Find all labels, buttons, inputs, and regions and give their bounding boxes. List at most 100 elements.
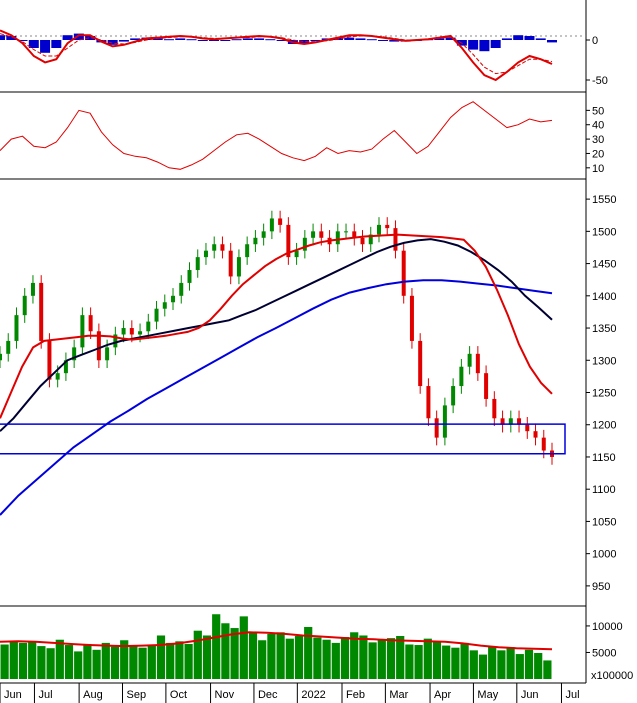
macd-histogram-bar — [389, 40, 400, 42]
candle-body — [508, 418, 513, 425]
macd-line — [0, 29, 553, 82]
candle-body — [0, 353, 2, 361]
candle-body — [525, 424, 530, 432]
price-y-tick-label: 1100 — [592, 484, 616, 496]
volume-bar — [0, 644, 9, 679]
volume-bar — [147, 644, 156, 679]
candle-body — [6, 340, 11, 354]
candle-body — [179, 282, 184, 296]
volume-bar — [506, 647, 515, 679]
macd-histogram-bar — [51, 40, 62, 48]
price-y-tick-label: 1300 — [592, 355, 616, 367]
volume-bar — [46, 648, 55, 679]
volume-bar — [74, 651, 83, 679]
x-tick-label: Dec — [258, 689, 278, 701]
volume-bar — [129, 646, 138, 679]
candle-body — [220, 244, 225, 251]
rsi-line — [0, 101, 553, 170]
x-tick-label: May — [477, 689, 498, 701]
macd-histogram-bar — [242, 38, 253, 40]
volume-bar — [497, 650, 506, 679]
candle-body — [105, 347, 110, 361]
candle-body — [269, 218, 274, 232]
x-tick-label: 2022 — [301, 689, 325, 701]
candle-body — [154, 308, 159, 322]
x-tick-label: Sep — [127, 689, 147, 701]
macd-panel — [0, 29, 557, 82]
candle-body — [401, 250, 406, 296]
macd-histogram-bar — [276, 40, 287, 41]
volume-bar — [304, 626, 313, 679]
candle-body — [335, 231, 340, 245]
volume-bar — [239, 616, 248, 679]
candle-body — [319, 231, 324, 238]
candle-body — [14, 315, 19, 341]
x-tick-label: Apr — [434, 689, 451, 701]
x-tick-label: Jul — [38, 689, 52, 701]
volume-bar — [166, 642, 175, 679]
moving-average-mid — [0, 238, 553, 432]
candle-body — [294, 250, 299, 258]
volume-bar — [313, 637, 322, 679]
macd-histogram-bar — [535, 38, 546, 40]
candle-body — [47, 340, 52, 380]
volume-bar — [386, 638, 396, 679]
volume-bar — [377, 639, 386, 679]
rsi-y-tick-label: 10 — [592, 163, 604, 175]
rsi-y-tick-label: 20 — [592, 148, 604, 160]
volume-bar — [451, 647, 460, 679]
candle-body — [113, 334, 118, 348]
volume-bar — [64, 645, 74, 679]
x-axis: Jun Jul Aug Sep Oct Nov Dec 2022 Feb Mar Apr May Jun… — [0, 683, 580, 703]
volume-bar — [340, 637, 350, 679]
candle-body — [80, 315, 85, 348]
volume-bar — [460, 642, 469, 679]
support-range-box — [0, 423, 566, 455]
volume-bar — [331, 642, 340, 679]
volume-bar — [110, 646, 120, 679]
volume-bar — [83, 643, 92, 679]
macd-histogram-bar — [254, 38, 265, 40]
price-y-tick-label: 1500 — [592, 226, 616, 238]
volume-bar — [138, 647, 147, 679]
macd-histogram-bar — [524, 36, 535, 40]
volume-y-tick-label: 5000 — [592, 647, 616, 659]
candle-body — [344, 231, 349, 233]
volume-bar — [488, 646, 497, 679]
macd-histogram-bar — [130, 38, 141, 40]
volume-bar — [350, 632, 359, 679]
volume-bar — [396, 636, 405, 679]
volume-bar — [414, 645, 423, 679]
candle-body — [484, 373, 489, 399]
price-y-tick-label: 950 — [592, 581, 610, 593]
candle-body — [376, 224, 381, 235]
candle-body — [302, 237, 307, 251]
x-tick-label: Jun — [521, 689, 539, 701]
x-tick-label: Nov — [215, 689, 235, 701]
x-tick-label: Mar — [389, 689, 408, 701]
volume-bar — [543, 660, 552, 679]
rsi-panel — [0, 101, 553, 170]
volume-panel — [0, 614, 553, 679]
macd-histogram-bar — [265, 39, 276, 41]
price-y-tick-label: 1550 — [592, 194, 616, 206]
volume-bar — [432, 641, 442, 679]
volume-bar — [37, 646, 46, 679]
volume-bar — [193, 630, 202, 679]
volume-bar — [276, 632, 285, 679]
macd-histogram-bar — [62, 35, 73, 40]
volume-bar — [322, 639, 331, 679]
volume-bar — [120, 640, 129, 679]
volume-bar — [534, 652, 543, 679]
price-y-tick-label: 1050 — [592, 516, 616, 528]
volume-bar — [212, 614, 221, 679]
macd-histogram-bar — [6, 36, 17, 40]
candle-body — [22, 295, 27, 316]
volume-bar — [423, 638, 432, 679]
volume-bar — [18, 642, 28, 679]
price-y-tick-label: 1000 — [592, 549, 616, 561]
candle-body — [434, 418, 439, 438]
price-y-tick-label: 1450 — [592, 259, 616, 271]
macd-histogram-bar — [220, 40, 231, 41]
